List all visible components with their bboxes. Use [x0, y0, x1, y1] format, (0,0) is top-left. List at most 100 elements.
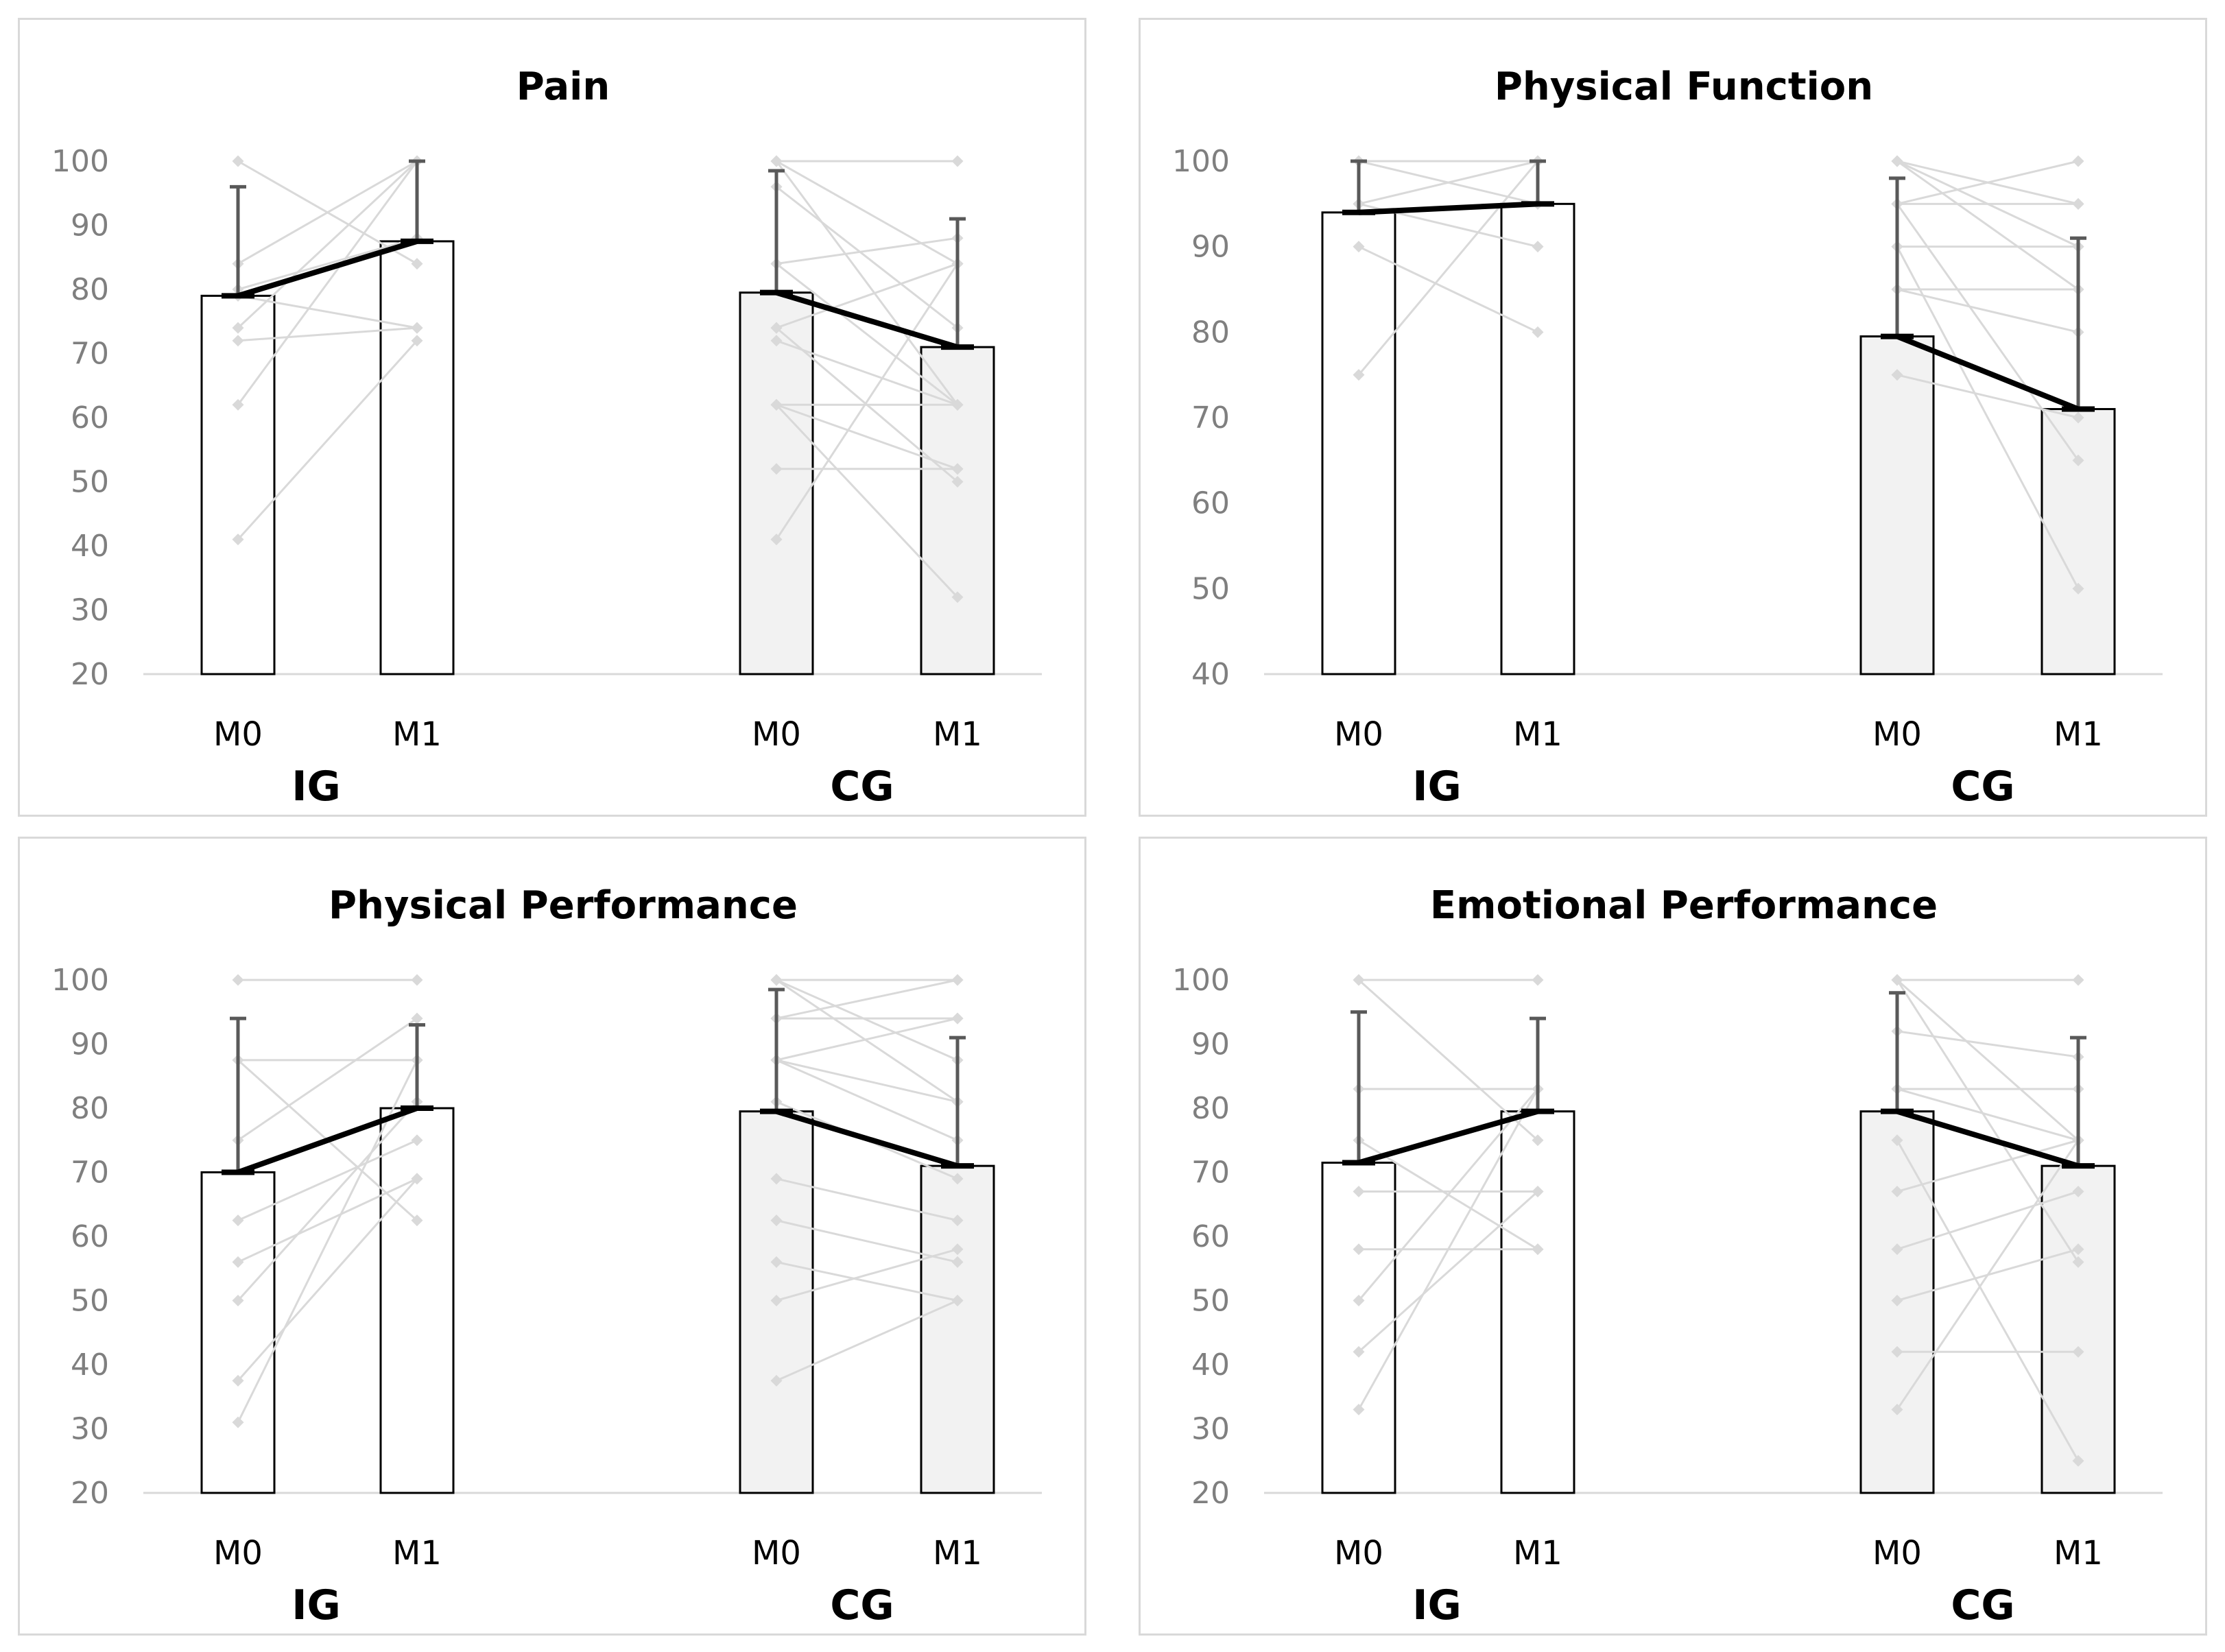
individual-line [237, 160, 418, 329]
panel-physical-performance: Physical Performance 100 90 80 70 60 50 40 30 20 M… [18, 837, 1086, 1636]
y-tick-label: 70 [1191, 400, 1230, 435]
chart-title: Physical Performance [329, 883, 798, 928]
individual-line [776, 1248, 958, 1302]
group-label: IG [291, 1581, 341, 1629]
bar [379, 1107, 455, 1494]
individual-line [237, 160, 418, 406]
y-tick-label: 100 [1172, 144, 1230, 179]
chart-pain: Pain 100 90 80 70 60 50 40 30 20 M0 M1 IG M0 M1 CG [51, 64, 1042, 811]
individual-line [1358, 246, 1538, 333]
x-category-label: M1 [1513, 1534, 1562, 1572]
panel-pain: Pain 100 90 80 70 60 50 40 30 20 M0 M1 IG M0 M1 CG [18, 18, 1086, 817]
chart-emotional-performance: Emotional Performance 100 90 80 70 60 50 40 30 20… [1172, 883, 2163, 1629]
x-category-label: M0 [213, 715, 263, 754]
individual-point [1891, 1186, 1903, 1198]
group-label: CG [830, 1581, 894, 1629]
y-tick-label: 20 [71, 657, 109, 692]
y-tick-label: 50 [71, 1284, 109, 1319]
individual-point [951, 463, 964, 475]
individual-point [411, 974, 423, 986]
x-category-label: M1 [933, 715, 982, 754]
group-label: IG [1412, 1581, 1462, 1629]
individual-line [1896, 1088, 2079, 1142]
bar [1500, 1110, 1575, 1494]
individual-point [411, 1134, 423, 1147]
individual-point [1353, 1345, 1365, 1358]
individual-point [1353, 1243, 1365, 1256]
chart-title: Emotional Performance [1430, 883, 1938, 928]
y-tick-label: 30 [71, 593, 109, 628]
bar [1859, 335, 1935, 675]
individual-line [1896, 979, 2079, 1141]
individual-line [776, 979, 958, 1062]
group-label: IG [1412, 763, 1462, 811]
y-tick-label: 40 [1191, 657, 1230, 692]
individual-line [1896, 979, 2080, 1263]
individual-point [232, 1416, 244, 1428]
individual-line [237, 160, 418, 265]
individual-point [951, 398, 964, 411]
individual-line [776, 237, 958, 265]
individual-point [951, 974, 964, 986]
y-tick-label: 70 [71, 1156, 109, 1190]
individual-point [2072, 155, 2084, 167]
individual-point [232, 335, 244, 347]
individual-line [237, 326, 418, 342]
individual-point [1891, 1345, 1903, 1358]
bar [1500, 202, 1575, 675]
individual-line [1896, 288, 2079, 333]
individual-point [2072, 197, 2084, 210]
individual-point [411, 1173, 423, 1185]
individual-point [232, 398, 244, 411]
individual-line [237, 339, 418, 540]
mean-line [1357, 1108, 1539, 1166]
individual-line [775, 160, 959, 406]
individual-line [775, 404, 959, 598]
individual-line [1896, 1140, 2080, 1461]
x-category-label: M0 [1334, 1534, 1383, 1572]
y-tick-label: 60 [1191, 486, 1230, 521]
individual-line [237, 1177, 418, 1382]
individual-line [776, 979, 958, 1020]
individual-line [776, 1260, 958, 1302]
individual-line [1896, 246, 2080, 590]
y-tick-label: 70 [1191, 1156, 1230, 1190]
individual-line [776, 1177, 958, 1222]
individual-point [2072, 974, 2084, 986]
y-tick-label: 90 [71, 208, 109, 243]
x-category-label: M0 [752, 715, 801, 754]
individual-line [776, 1219, 958, 1263]
individual-line [1896, 1030, 2079, 1058]
chart-physical-performance: Physical Performance 100 90 80 70 60 50 40 30 20 M… [51, 883, 1042, 1629]
y-tick-label: 40 [71, 1348, 109, 1382]
individual-point [951, 155, 964, 167]
individual-line [776, 979, 958, 1103]
individual-point [2072, 411, 2084, 424]
individual-line [1896, 1190, 2079, 1251]
individual-line [1896, 374, 2079, 419]
mean-line [1896, 1108, 2080, 1169]
individual-point [770, 534, 783, 546]
y-tick-label: 60 [71, 1219, 109, 1254]
individual-point [411, 1012, 423, 1025]
y-tick-label: 100 [51, 144, 109, 179]
individual-line [1357, 1088, 1539, 1411]
y-tick-label: 80 [71, 1091, 109, 1126]
individual-line [1357, 1190, 1539, 1353]
individual-point [411, 322, 423, 334]
individual-point [2072, 1243, 2084, 1256]
mean-line [237, 239, 418, 299]
individual-point [232, 534, 244, 546]
individual-line [237, 237, 418, 291]
mean-line [1358, 201, 1538, 215]
y-tick-label: 50 [1191, 1284, 1230, 1319]
chart-title: Physical Function [1495, 64, 1873, 109]
individual-line [237, 1101, 418, 1302]
y-tick-label: 100 [51, 963, 109, 998]
individual-line [775, 263, 959, 540]
group-label: CG [1951, 1581, 2014, 1629]
y-tick-label: 60 [1191, 1219, 1230, 1254]
individual-point [1532, 1243, 1544, 1256]
individual-line [1896, 160, 2079, 248]
group-label: IG [291, 763, 341, 811]
